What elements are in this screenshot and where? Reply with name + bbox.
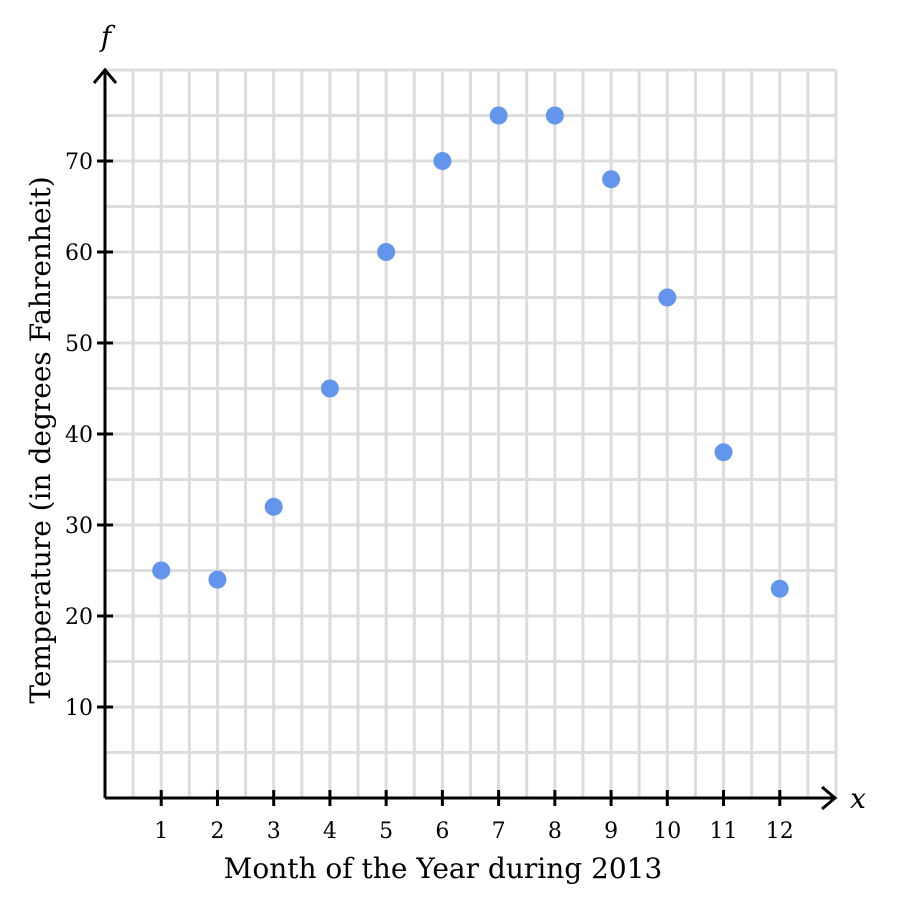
data-point [152, 561, 171, 580]
data-point [714, 443, 733, 462]
data-points [152, 106, 789, 598]
x-tick-label: 4 [323, 819, 337, 844]
x-tick-label: 2 [210, 819, 224, 844]
data-point [377, 243, 396, 261]
data-point [602, 170, 621, 189]
x-tick-label: 10 [653, 819, 681, 844]
x-tick-label: 7 [492, 819, 506, 844]
y-axis-symbol: f [99, 20, 116, 53]
x-axis-arrow-icon [821, 785, 838, 811]
data-point [433, 152, 452, 170]
y-tick-label: 20 [65, 605, 93, 630]
data-point [545, 106, 564, 125]
y-tick-labels: 10 20 30 40 50 60 70 [65, 150, 113, 721]
y-tick-label: 30 [65, 514, 93, 539]
x-tick-label: 8 [548, 819, 562, 844]
data-point [658, 288, 677, 307]
x-axis-title: Month of the Year during 2013 [224, 852, 663, 885]
x-tick-label: 9 [604, 819, 618, 844]
data-point [770, 579, 789, 598]
x-tick-label: 6 [435, 819, 449, 844]
y-tick-label: 50 [65, 332, 93, 357]
x-tick-labels: 1 2 3 4 5 6 7 8 9 10 11 12 [154, 790, 794, 844]
data-point [264, 497, 283, 516]
y-tick-label: 40 [65, 423, 93, 448]
y-tick-label: 70 [65, 150, 93, 175]
y-axis-title: Temperature (in degrees Fahrenheit) [24, 176, 57, 703]
grid [105, 68, 838, 798]
data-point [320, 379, 339, 398]
x-tick-label: 3 [267, 819, 281, 844]
data-point [208, 570, 227, 589]
y-tick-label: 60 [65, 241, 93, 266]
x-axis-symbol: x [850, 782, 866, 815]
x-tick-label: 5 [379, 819, 393, 844]
y-axis-arrow-icon [92, 67, 118, 84]
x-tick-label: 11 [710, 819, 738, 844]
y-tick-label: 10 [65, 696, 93, 721]
x-tick-label: 1 [154, 819, 168, 844]
x-tick-label: 12 [766, 819, 794, 844]
data-point [489, 106, 508, 125]
